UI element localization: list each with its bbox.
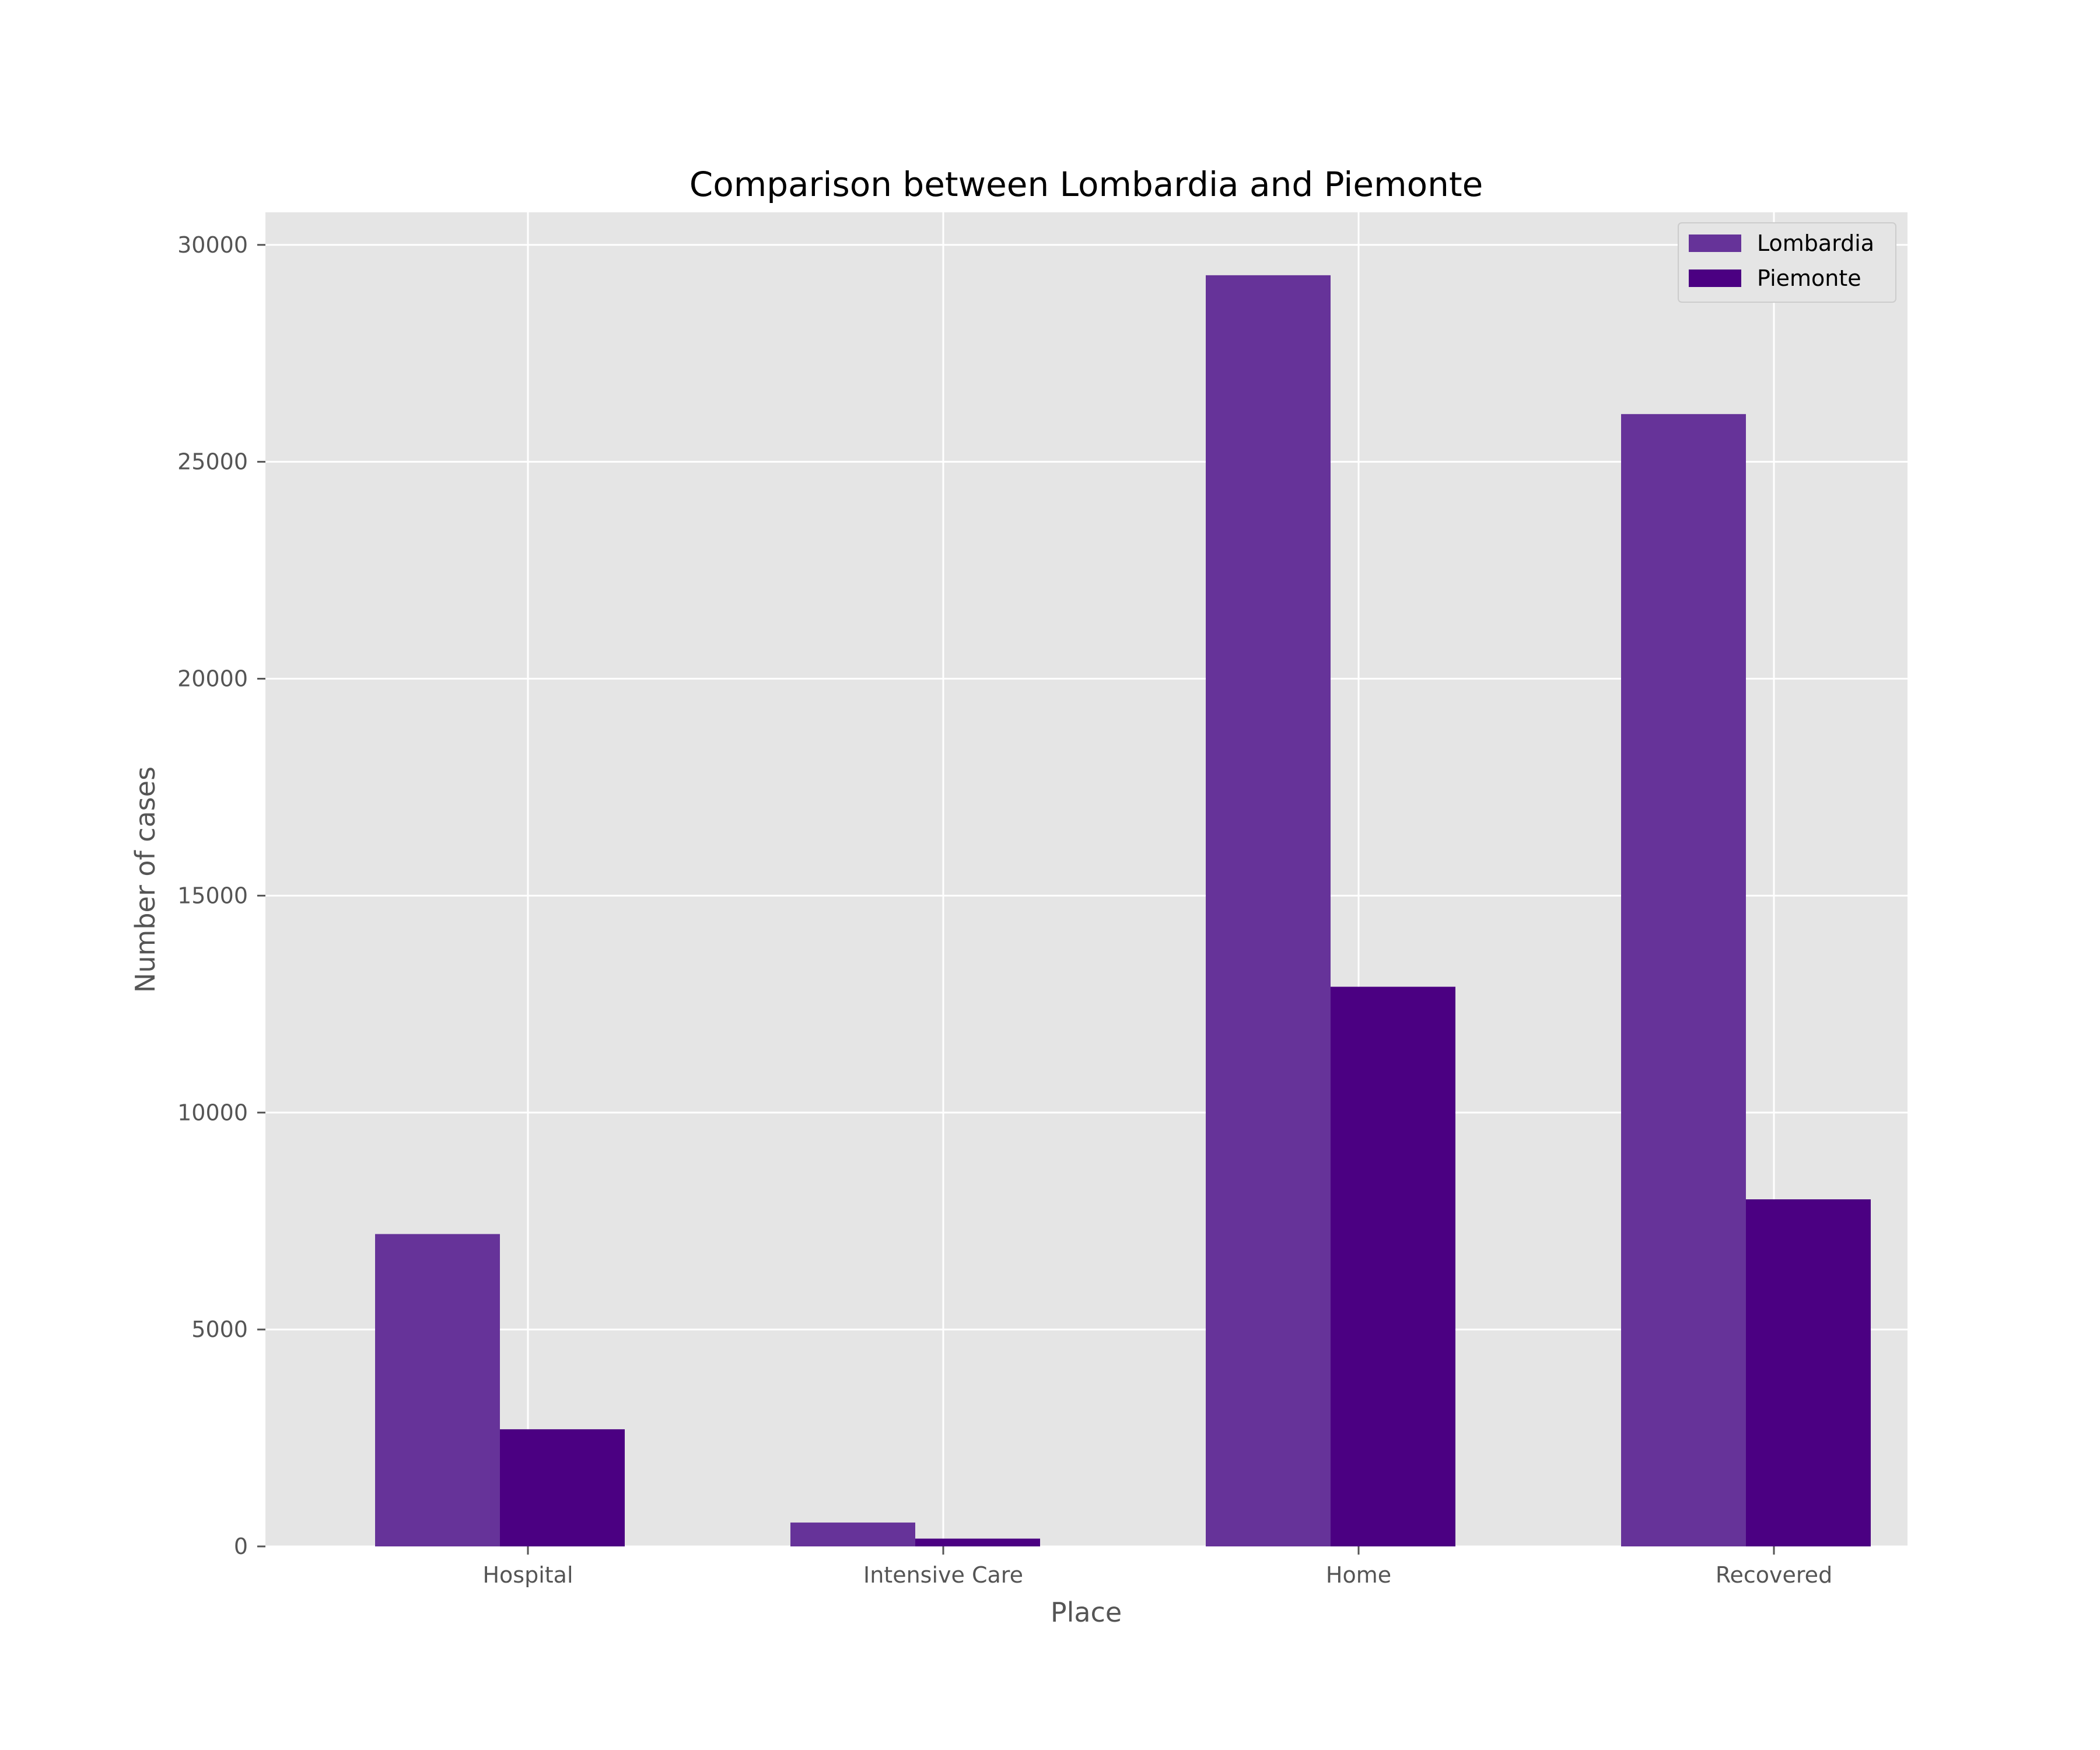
legend-swatch: [1689, 235, 1741, 252]
bars: [375, 275, 1871, 1546]
legend-label: Lombardia: [1757, 230, 1874, 256]
bar-piemonte-recovered: [1746, 1199, 1871, 1546]
bar-piemonte-hospital: [500, 1429, 625, 1546]
bar-lombardia-intensive-care: [790, 1522, 915, 1546]
y-tick-label: 10000: [177, 1100, 248, 1125]
y-axis-label: Number of cases: [130, 766, 161, 993]
y-tick-label: 25000: [177, 449, 248, 475]
legend-label: Piemonte: [1757, 265, 1861, 291]
y-tick-label: 30000: [177, 232, 248, 258]
x-tick-label: Recovered: [1716, 1562, 1832, 1588]
x-tick-label: Hospital: [482, 1562, 573, 1588]
legend: Lombardia Piemonte: [1678, 222, 1896, 303]
x-axis-ticks: Hospital Intensive Care Home Recovered: [482, 1546, 1832, 1588]
y-tick-label: 20000: [177, 666, 248, 692]
y-tick-label: 15000: [177, 883, 248, 908]
bar-piemonte-home: [1331, 986, 1455, 1546]
y-tick-label: 5000: [191, 1317, 248, 1342]
x-tick-label: Home: [1326, 1562, 1391, 1588]
y-axis-ticks: 0 5000 10000 15000 20000 25000 30000: [177, 232, 265, 1559]
y-tick-label: 0: [234, 1534, 248, 1559]
bar-lombardia-home: [1206, 275, 1331, 1546]
bar-piemonte-intensive-care: [915, 1538, 1040, 1546]
x-axis-label: Place: [1051, 1597, 1122, 1628]
chart-title: Comparison between Lombardia and Piemont…: [690, 164, 1483, 204]
x-tick-label: Intensive Care: [863, 1562, 1023, 1588]
legend-swatch: [1689, 270, 1741, 287]
bar-lombardia-recovered: [1621, 414, 1746, 1546]
bar-lombardia-hospital: [375, 1234, 500, 1546]
